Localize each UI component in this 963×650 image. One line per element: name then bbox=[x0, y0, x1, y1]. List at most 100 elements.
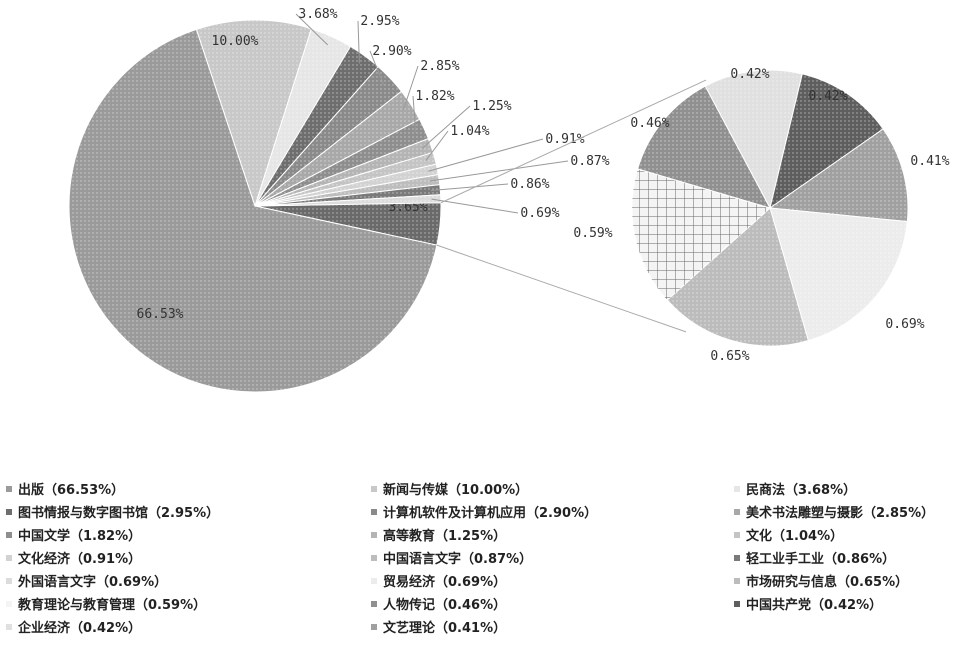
legend-item[interactable]: 美术书法雕塑与摄影（2.85%） bbox=[728, 501, 963, 522]
data-label: 0.42% bbox=[730, 67, 769, 82]
legend-label: 文艺理论（0.41%） bbox=[383, 621, 507, 636]
leader-line bbox=[421, 105, 471, 149]
legend-swatch-icon bbox=[734, 554, 740, 561]
legend-item[interactable]: 计算机软件及计算机应用（2.90%） bbox=[365, 501, 728, 522]
data-label: 0.42% bbox=[808, 89, 847, 104]
legend-swatch-icon bbox=[371, 531, 377, 538]
secondary-slice[interactable] bbox=[768, 128, 909, 223]
leader-line bbox=[425, 130, 449, 161]
connector-line bbox=[436, 244, 687, 333]
legend-swatch-icon bbox=[734, 577, 740, 584]
legend-label: 中国文学（1.82%） bbox=[18, 529, 142, 544]
main-slice[interactable] bbox=[254, 194, 442, 207]
data-label: 2.85% bbox=[420, 59, 459, 74]
legend-item[interactable]: 中国文学（1.82%） bbox=[0, 524, 365, 545]
legend-item[interactable]: 轻工业手工业（0.86%） bbox=[728, 547, 963, 568]
legend-item[interactable]: 出版（66.53%） bbox=[0, 478, 365, 499]
legend-swatch-icon bbox=[734, 508, 740, 515]
legend-label: 中国共产党（0.42%） bbox=[746, 598, 883, 613]
legend-swatch-icon bbox=[6, 531, 12, 538]
legend-item[interactable]: 新闻与传媒（10.00%） bbox=[365, 478, 728, 499]
legend-item[interactable]: 教育理论与教育管理（0.59%） bbox=[0, 593, 365, 614]
legend-label: 图书情报与数字图书馆（2.95%） bbox=[18, 506, 220, 521]
legend-swatch-icon bbox=[371, 508, 377, 515]
secondary-slice[interactable] bbox=[666, 207, 809, 347]
legend-item[interactable]: 市场研究与信息（0.65%） bbox=[728, 570, 963, 591]
legend-label: 美术书法雕塑与摄影（2.85%） bbox=[746, 506, 935, 521]
main-slice[interactable] bbox=[195, 19, 313, 208]
legend: 出版（66.53%） 新闻与传媒（10.00%） 民商法（3.68%） 图书情报与数字… bbox=[0, 478, 963, 637]
legend-swatch-icon bbox=[6, 554, 12, 561]
main-slice[interactable] bbox=[68, 28, 438, 393]
data-label: 3.68% bbox=[298, 7, 337, 22]
leader-line bbox=[430, 183, 509, 191]
data-label: 1.82% bbox=[415, 89, 454, 104]
legend-item[interactable]: 文化（1.04%） bbox=[728, 524, 963, 545]
legend-item[interactable]: 中国共产党（0.42%） bbox=[728, 593, 963, 614]
leader-line bbox=[357, 20, 360, 64]
connector-line bbox=[440, 79, 707, 204]
legend-label: 教育理论与教育管理（0.59%） bbox=[18, 598, 207, 613]
legend-label: 民商法（3.68%） bbox=[746, 483, 857, 498]
legend-label: 轻工业手工业（0.86%） bbox=[746, 552, 896, 567]
legend-item[interactable]: 图书情报与数字图书馆（2.95%） bbox=[0, 501, 365, 522]
data-label: 0.41% bbox=[910, 154, 949, 169]
secondary-slice[interactable] bbox=[769, 73, 884, 210]
legend-label: 文化经济（0.91%） bbox=[18, 552, 142, 567]
legend-item[interactable]: 民商法（3.68%） bbox=[728, 478, 963, 499]
legend-item[interactable]: 外国语言文字（0.69%） bbox=[0, 570, 365, 591]
legend-swatch-icon bbox=[371, 623, 377, 630]
leader-line bbox=[429, 160, 569, 182]
legend-item[interactable]: 人物传记（0.46%） bbox=[365, 593, 728, 614]
legend-label: 新闻与传媒（10.00%） bbox=[383, 483, 529, 498]
secondary-slice[interactable] bbox=[769, 207, 908, 342]
legend-swatch-icon bbox=[371, 485, 377, 492]
data-label: 0.69% bbox=[520, 206, 559, 221]
data-label: 0.86% bbox=[510, 177, 549, 192]
data-label: 66.53% bbox=[137, 307, 184, 322]
leader-line bbox=[369, 50, 385, 86]
legend-label: 计算机软件及计算机应用（2.90%） bbox=[383, 506, 598, 521]
legend-item[interactable]: 高等教育（1.25%） bbox=[365, 524, 728, 545]
legend-label: 企业经济（0.42%） bbox=[18, 621, 142, 636]
data-label: 0.46% bbox=[630, 116, 669, 131]
legend-item[interactable]: 文艺理论（0.41%） bbox=[365, 616, 728, 637]
legend-swatch-icon bbox=[6, 600, 12, 607]
leader-line bbox=[428, 138, 544, 172]
legend-swatch-icon bbox=[6, 485, 12, 492]
legend-item[interactable]: 中国语言文字（0.87%） bbox=[365, 547, 728, 568]
leader-line bbox=[431, 198, 519, 214]
data-label: 10.00% bbox=[212, 34, 259, 49]
leader-line bbox=[295, 13, 328, 46]
legend-swatch-icon bbox=[371, 554, 377, 561]
legend-label: 贸易经济（0.69%） bbox=[383, 575, 507, 590]
data-label: 0.87% bbox=[570, 154, 609, 169]
data-label: 0.65% bbox=[710, 349, 749, 364]
legend-swatch-icon bbox=[734, 531, 740, 538]
legend-swatch-icon bbox=[734, 600, 740, 607]
legend-swatch-icon bbox=[6, 577, 12, 584]
leader-line bbox=[402, 65, 419, 111]
leader-line bbox=[412, 95, 417, 133]
secondary-slice[interactable] bbox=[637, 85, 772, 209]
legend-label: 高等教育（1.25%） bbox=[383, 529, 507, 544]
legend-item[interactable]: 文化经济（0.91%） bbox=[0, 547, 365, 568]
legend-swatch-icon bbox=[734, 485, 740, 492]
legend-item[interactable]: 贸易经济（0.69%） bbox=[365, 570, 728, 591]
legend-label: 中国语言文字（0.87%） bbox=[383, 552, 533, 567]
data-label: 0.91% bbox=[545, 132, 584, 147]
data-label: 2.95% bbox=[360, 14, 399, 29]
legend-swatch-icon bbox=[6, 623, 12, 630]
legend-swatch-icon bbox=[371, 600, 377, 607]
data-label: 0.59% bbox=[573, 226, 612, 241]
data-label: 1.04% bbox=[450, 124, 489, 139]
legend-label: 文化（1.04%） bbox=[746, 529, 844, 544]
legend-swatch-icon bbox=[6, 508, 12, 515]
secondary-slice[interactable] bbox=[631, 168, 772, 301]
legend-item[interactable]: 企业经济（0.42%） bbox=[0, 616, 365, 637]
legend-label: 出版（66.53%） bbox=[18, 483, 125, 498]
legend-label: 人物传记（0.46%） bbox=[383, 598, 507, 613]
data-label: 2.90% bbox=[372, 44, 411, 59]
